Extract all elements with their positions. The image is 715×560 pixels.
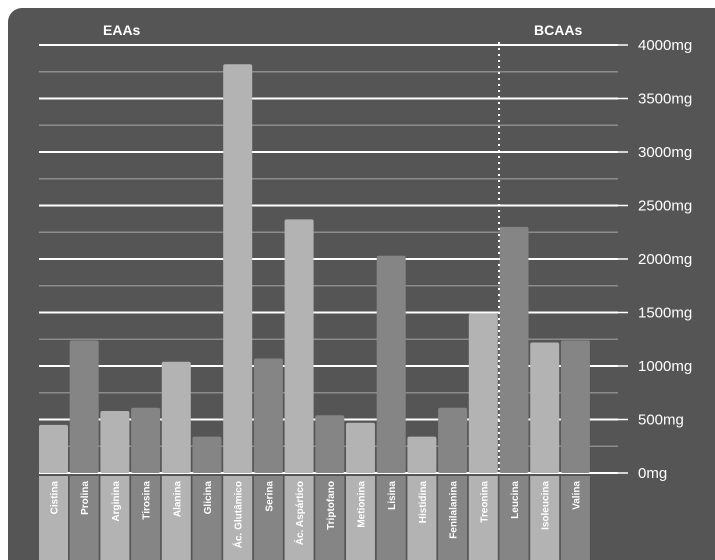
bar-valina bbox=[560, 340, 590, 473]
bar-metionina bbox=[346, 422, 375, 473]
y-tick-label: 500mg bbox=[638, 412, 684, 429]
category-label: Serina bbox=[264, 481, 275, 512]
category-label: Fenilalanina bbox=[449, 481, 460, 539]
category-label: Cistina bbox=[50, 481, 61, 515]
y-axis-tick-labels: 0mg 500mg 1000mg 1500mg 2000mg 2500mg 3000mg 35… bbox=[618, 37, 692, 482]
category-label: Lisina bbox=[387, 481, 398, 510]
bar-lisina bbox=[376, 255, 406, 473]
bar-label-strip bbox=[560, 476, 590, 560]
bar-label-strip bbox=[161, 476, 191, 560]
bar-treonina bbox=[468, 313, 498, 473]
category-label: Treonina bbox=[479, 481, 490, 523]
y-tick-label: 3500mg bbox=[638, 91, 692, 108]
category-label: Alanina bbox=[172, 481, 183, 518]
bar-serina bbox=[253, 358, 283, 473]
bar-label-strip bbox=[284, 476, 314, 560]
bar-label-strip bbox=[407, 476, 437, 560]
bar-glicina bbox=[192, 436, 222, 473]
y-tick-label: 2000mg bbox=[638, 251, 692, 268]
bar-label-strip bbox=[100, 476, 130, 560]
bar-fenilalanina bbox=[438, 407, 468, 473]
bar-label-strip bbox=[346, 476, 375, 560]
y-tick-label: 2500mg bbox=[638, 198, 692, 215]
category-label: Glicina bbox=[203, 481, 214, 515]
category-label: Metionina bbox=[357, 481, 368, 528]
bars bbox=[39, 64, 590, 560]
group-label-eaas: EAAs bbox=[103, 22, 141, 38]
amino-acid-bar-chart: 0mg 500mg 1000mg 1500mg 2000mg 2500mg 3000mg 35… bbox=[39, 22, 692, 560]
y-tick-label: 3000mg bbox=[638, 144, 692, 161]
bar-label-strip bbox=[192, 476, 222, 560]
bar-label-strip bbox=[499, 476, 529, 560]
bar-label-strip bbox=[253, 476, 283, 560]
bar-isoleucina bbox=[530, 342, 560, 473]
category-label: Prolina bbox=[80, 481, 91, 515]
bar-label-strip bbox=[223, 476, 253, 560]
group-label-bcaas: BCAAs bbox=[534, 22, 582, 38]
bar-label-strip bbox=[438, 476, 468, 560]
bar-label-strip bbox=[69, 476, 99, 560]
bar-arginina bbox=[100, 410, 130, 473]
category-label: Tirosina bbox=[142, 481, 153, 520]
bar-label-strip bbox=[315, 476, 345, 560]
y-tick-label: 1500mg bbox=[638, 305, 692, 322]
bar-label-strip bbox=[376, 476, 406, 560]
category-label: Isoleucina bbox=[541, 481, 552, 530]
bar-label-strip bbox=[131, 476, 161, 560]
bar-alanina bbox=[161, 361, 191, 473]
bar-cistina bbox=[39, 424, 68, 473]
y-tick-label: 0mg bbox=[638, 465, 667, 482]
bar-leucina bbox=[499, 226, 529, 473]
chart-panel: 0mg 500mg 1000mg 1500mg 2000mg 2500mg 3000mg 35… bbox=[8, 8, 715, 560]
y-tick-label: 1000mg bbox=[638, 358, 692, 375]
bar-label-strip bbox=[530, 476, 560, 560]
bar--c-asp-rtico bbox=[284, 219, 314, 473]
x-axis-category-labels: Cistina Prolina Arginina Tirosina Alanina Gli… bbox=[50, 481, 583, 549]
bar--c-glut-mico bbox=[223, 64, 253, 473]
bar-triptofano bbox=[315, 415, 345, 473]
bar-tirosina bbox=[131, 407, 161, 473]
category-label: Histidina bbox=[418, 481, 429, 524]
category-label: Valina bbox=[571, 481, 582, 510]
bar-label-strip bbox=[468, 476, 498, 560]
category-label: Arginina bbox=[111, 481, 122, 522]
category-label: Ác. Aspártico bbox=[293, 481, 306, 545]
group-labels: EAAs BCAAs bbox=[103, 22, 582, 38]
bar-histidina bbox=[407, 436, 437, 473]
category-label: Leucina bbox=[510, 481, 521, 519]
category-label: Triptofano bbox=[326, 481, 337, 530]
y-tick-label: 4000mg bbox=[638, 37, 692, 54]
bar-label-strip bbox=[39, 476, 68, 560]
category-label: Ác. Glutâmico bbox=[232, 481, 245, 548]
bar-prolina bbox=[69, 340, 99, 473]
